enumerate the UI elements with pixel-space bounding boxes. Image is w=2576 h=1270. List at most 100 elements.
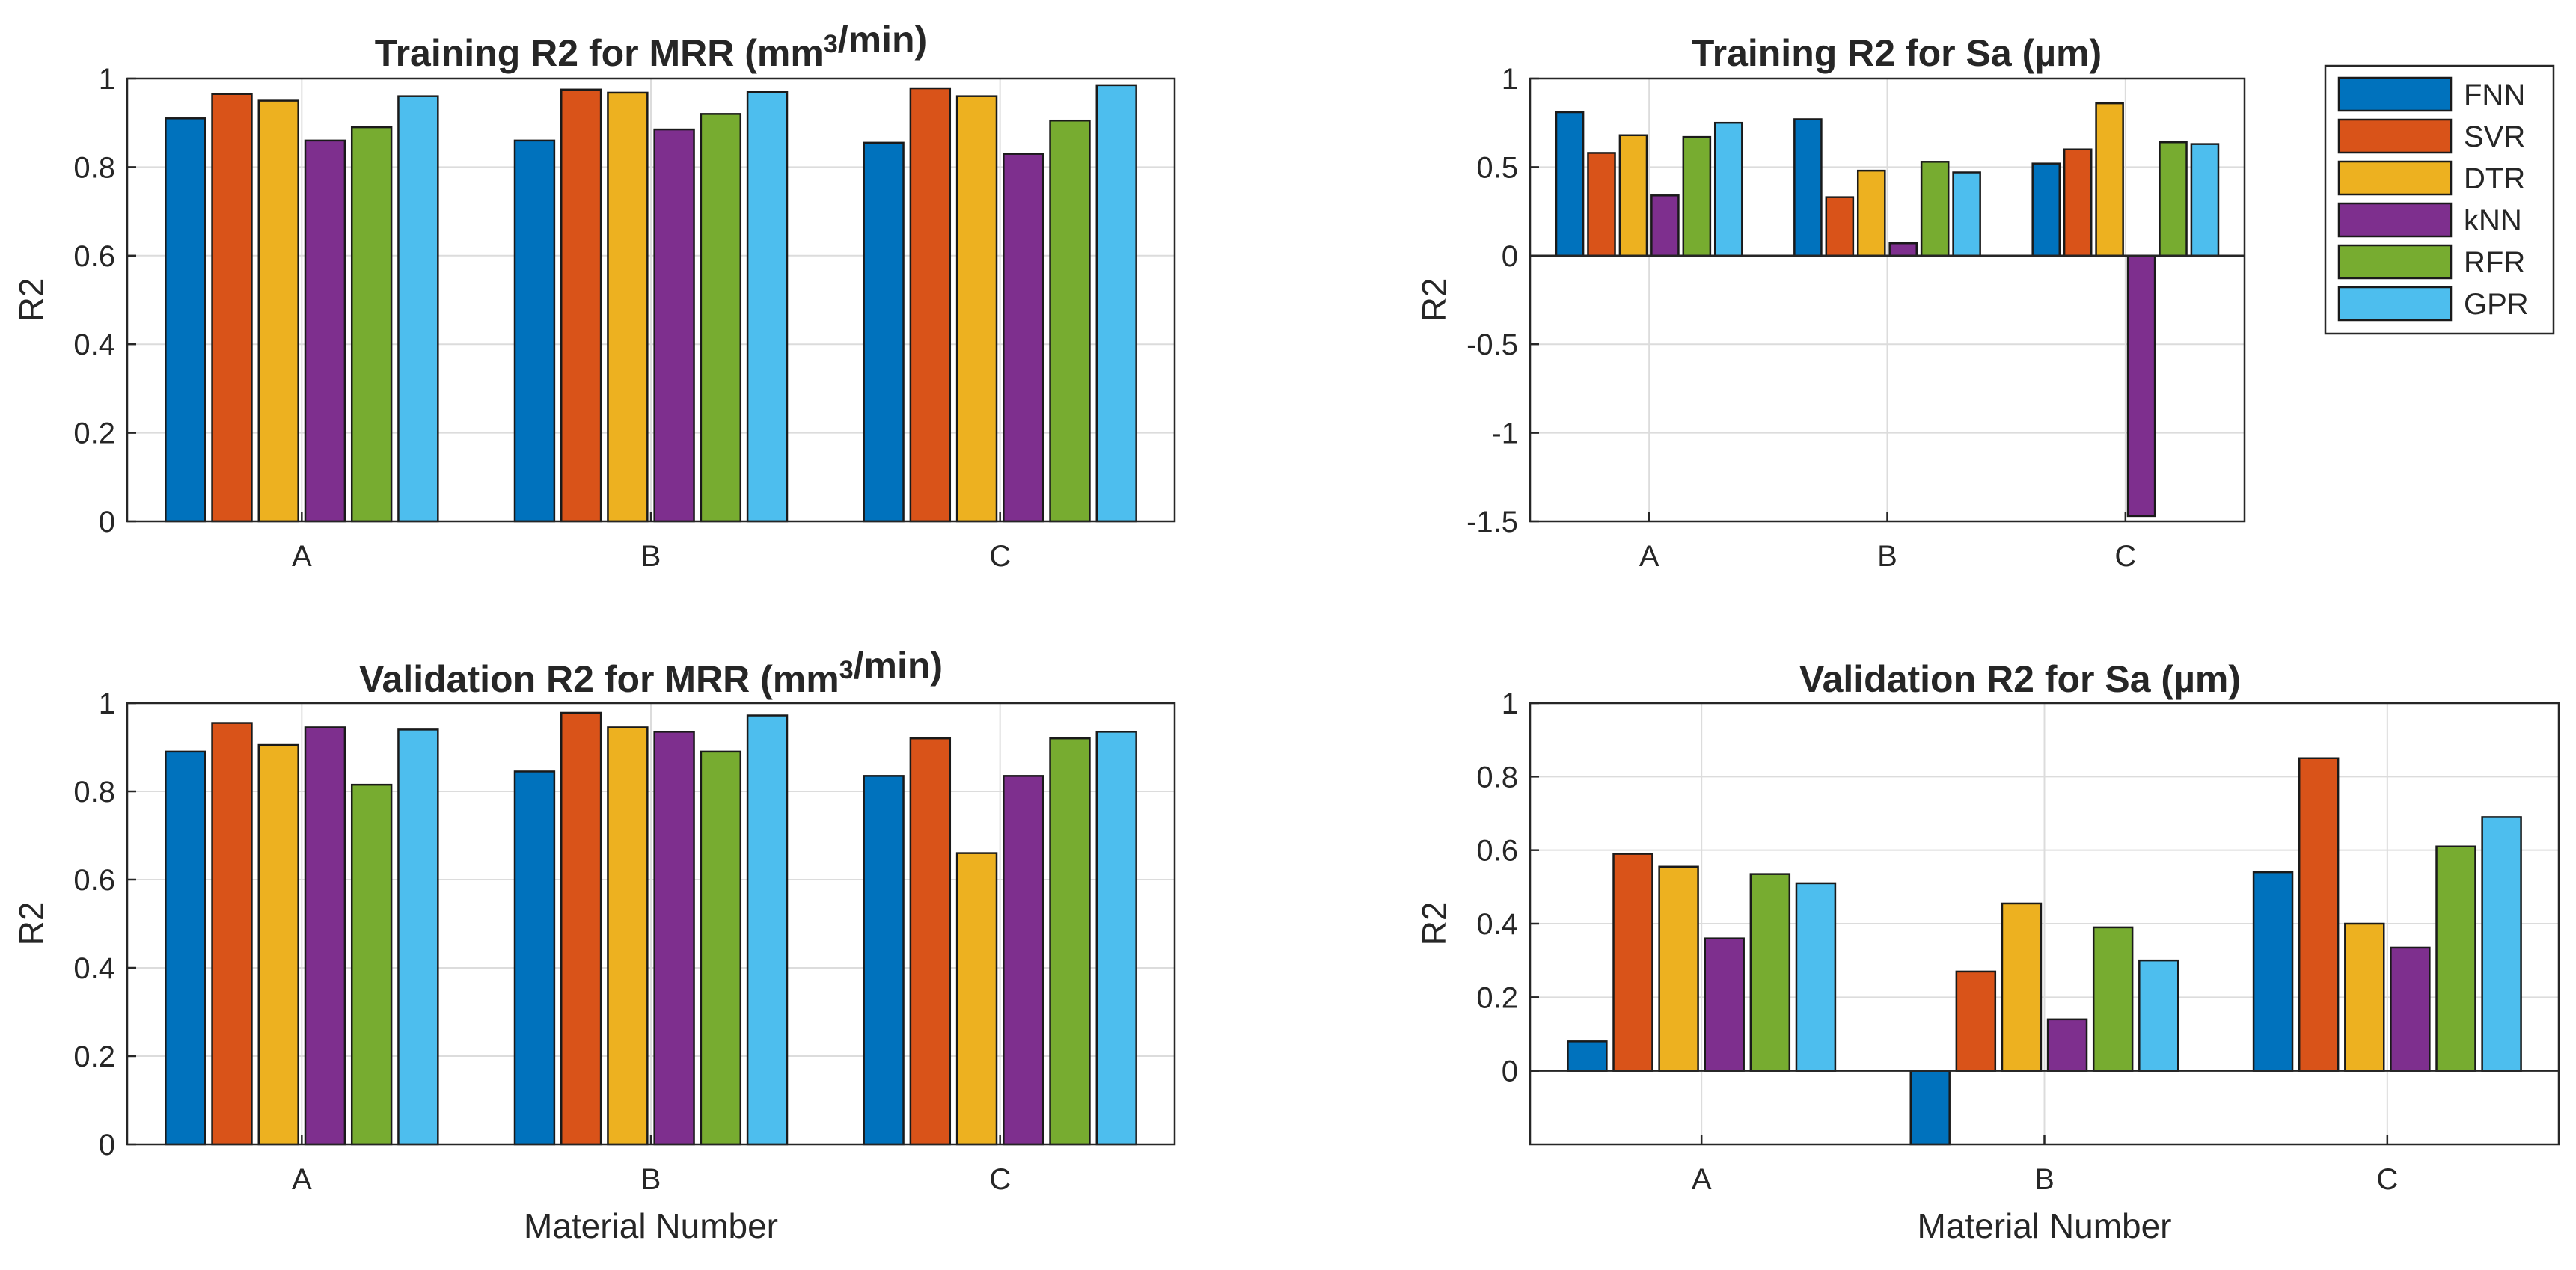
- bar-dtr-b: [2001, 902, 2043, 1072]
- bar-dtr-c: [2095, 102, 2124, 257]
- bar-gpr-c: [2190, 143, 2220, 257]
- bar-knn-a: [304, 726, 346, 1146]
- y-tick-label: 0.6: [1476, 835, 1518, 868]
- bar-rfr-c: [2159, 141, 2188, 257]
- legend: FNN SVR DTR kNN RFR GPR: [2324, 64, 2555, 335]
- chart-title: Validation R2 for MRR (mm3/min): [359, 645, 943, 700]
- bar-knn-b: [2046, 1018, 2088, 1072]
- legend-swatch-svr: [2337, 118, 2453, 154]
- legend-label-svr: SVR: [2464, 120, 2525, 153]
- y-tick-label: 0: [99, 506, 115, 539]
- bar-knn-a: [1650, 194, 1680, 257]
- y-tick-label: -1.5: [1466, 506, 1518, 539]
- bar-fnn-b: [513, 139, 556, 523]
- bar-svr-b: [560, 711, 602, 1146]
- bar-fnn-c: [2031, 162, 2061, 257]
- legend-swatch-rfr: [2337, 244, 2453, 280]
- bar-svr-c: [2063, 148, 2093, 257]
- bar-knn-c: [2126, 254, 2156, 518]
- y-tick-label: 0.5: [1476, 151, 1518, 184]
- x-tick-label: A: [1692, 1163, 1712, 1196]
- x-tick-label: A: [1639, 540, 1659, 573]
- chart-4: 0 0.2 0.4 0.6 0.8 1 A B C Validation R2 for Sa (µ…: [1415, 658, 2560, 1245]
- bar-rfr-b: [2092, 926, 2134, 1072]
- y-tick-label: 0.2: [73, 417, 115, 450]
- bar-svr-b: [1825, 196, 1855, 257]
- y-tick-label: 0: [1502, 240, 1518, 273]
- y-axis-label: R2: [1415, 278, 1454, 322]
- bar-svr-a: [1587, 152, 1616, 257]
- bar-gpr-b: [2138, 959, 2179, 1072]
- x-tick-label: C: [2376, 1163, 2398, 1196]
- x-tick-label: A: [292, 1163, 312, 1196]
- bar-knn-a: [1704, 937, 1745, 1072]
- x-tick-label: B: [2034, 1163, 2055, 1196]
- bar-dtr-a: [1618, 134, 1648, 257]
- legend-label-rfr: RFR: [2464, 246, 2525, 279]
- bar-fnn-b: [1909, 1070, 1951, 1146]
- y-tick-label: 1: [99, 687, 115, 720]
- bar-svr-b: [1955, 970, 1997, 1072]
- bar-fnn-c: [863, 141, 905, 523]
- x-tick-label: A: [292, 540, 312, 573]
- bar-knn-b: [1888, 242, 1918, 257]
- chart-3: 0 0.2 0.4 0.6 0.8 1 A B C Validation R2 for MRR (…: [12, 645, 1176, 1245]
- x-tick-label: C: [989, 1163, 1011, 1196]
- bar-fnn-b: [1793, 118, 1823, 257]
- y-tick-label: 0.8: [73, 776, 115, 809]
- bar-gpr-a: [397, 728, 439, 1146]
- bar-knn-c: [1003, 153, 1044, 523]
- bar-dtr-a: [257, 99, 299, 523]
- bar-gpr-b: [1952, 171, 1981, 257]
- bar-rfr-b: [700, 750, 742, 1146]
- legend-label-fnn: FNN: [2464, 79, 2525, 111]
- x-axis-label: Material Number: [524, 1206, 778, 1245]
- y-tick-label: 1: [1502, 687, 1518, 720]
- x-tick-label: B: [641, 1163, 661, 1196]
- bar-fnn-b: [513, 770, 556, 1146]
- bar-dtr-c: [2344, 922, 2385, 1072]
- bar-gpr-a: [1795, 882, 1837, 1072]
- y-tick-label: 0.4: [73, 328, 115, 361]
- y-tick-label: 0.4: [1476, 908, 1518, 941]
- x-tick-label: C: [989, 540, 1011, 573]
- bar-rfr-a: [350, 126, 393, 523]
- legend-swatch-dtr: [2337, 160, 2453, 196]
- y-axis-label: R2: [12, 902, 51, 946]
- y-tick-label: 1: [99, 63, 115, 96]
- bar-gpr-c: [1095, 731, 1137, 1146]
- y-tick-label: 1: [1502, 63, 1518, 96]
- bar-fnn-a: [165, 117, 206, 523]
- y-axis-label: R2: [12, 278, 51, 322]
- chart-2: -1.5 -1 -0.5 0 0.5 1 A B C Training R2 for Sa (µm…: [1415, 32, 2246, 573]
- bar-fnn-a: [1555, 111, 1585, 257]
- legend-label-knn: kNN: [2464, 204, 2522, 237]
- bar-dtr-b: [607, 91, 649, 523]
- chart-title: Training R2 for Sa (µm): [1692, 32, 2102, 74]
- legend-swatch-knn: [2337, 202, 2453, 238]
- bar-svr-a: [211, 93, 253, 523]
- bar-knn-b: [653, 731, 695, 1146]
- bar-svr-c: [909, 737, 952, 1146]
- chart-title: Validation R2 for Sa (µm): [1799, 658, 2241, 700]
- bar-rfr-c: [2435, 845, 2476, 1072]
- x-axis-label: Material Number: [1918, 1206, 2172, 1245]
- y-tick-label: 0.8: [1476, 761, 1518, 794]
- legend-swatch-fnn: [2337, 76, 2453, 112]
- y-tick-label: -1: [1491, 417, 1518, 450]
- bar-svr-c: [2298, 757, 2340, 1072]
- y-tick-label: 0: [99, 1129, 115, 1162]
- bar-rfr-c: [1049, 119, 1091, 523]
- bar-rfr-c: [1049, 737, 1091, 1146]
- bar-fnn-c: [2252, 871, 2294, 1072]
- x-tick-label: C: [2114, 540, 2136, 573]
- x-tick-label: B: [1877, 540, 1897, 573]
- y-tick-label: 0.2: [73, 1040, 115, 1073]
- bar-gpr-a: [1713, 121, 1743, 257]
- bar-dtr-c: [955, 852, 998, 1146]
- y-tick-label: 0.6: [73, 864, 115, 897]
- y-tick-label: -0.5: [1466, 328, 1518, 361]
- bar-rfr-a: [1749, 873, 1791, 1072]
- legend-swatch-gpr: [2337, 286, 2453, 322]
